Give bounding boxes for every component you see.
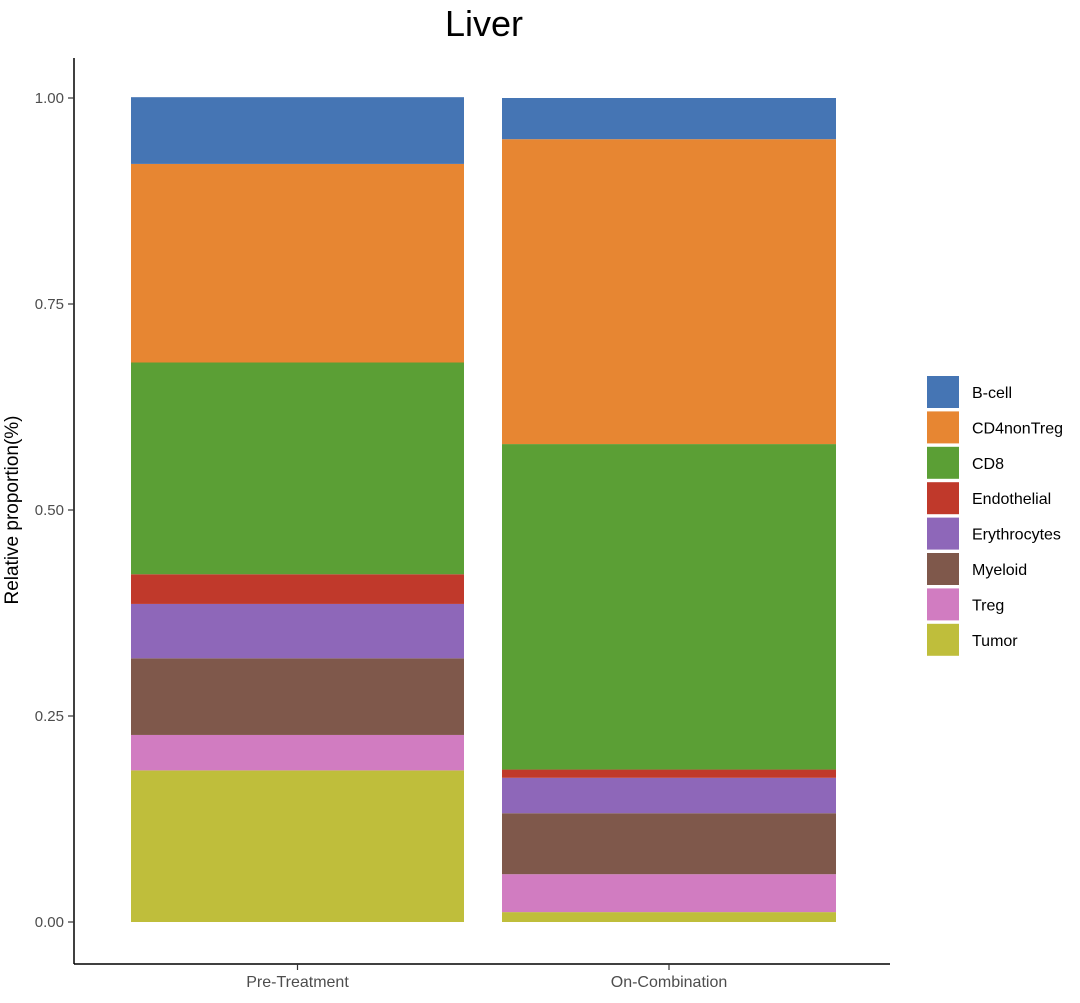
y-axis: 0.00 0.25 0.50 0.75 1.00 <box>35 58 75 964</box>
x-tick-label-on-combination: On-Combination <box>611 974 728 991</box>
y-tick-label: 0.75 <box>35 296 64 313</box>
bar-segment-pre-treatment-myeloid <box>131 658 464 735</box>
bar-segment-on-combination-b-cell <box>502 98 836 140</box>
y-tick-label: 0.25 <box>35 708 64 725</box>
bar-segment-on-combination-tumor <box>502 912 836 922</box>
chart-title: Liver <box>445 3 523 44</box>
y-tick-label: 1.00 <box>35 90 64 107</box>
x-axis: Pre-Treatment On-Combination <box>74 963 890 991</box>
legend-label-b-cell: B-cell <box>972 385 1012 402</box>
legend-label-treg: Treg <box>972 597 1004 614</box>
legend-key-erythrocytes <box>927 517 959 550</box>
bar-segment-pre-treatment-tumor <box>131 770 464 922</box>
bar-segment-pre-treatment-treg <box>131 734 464 771</box>
bar-segment-pre-treatment-cd4nontreg <box>131 163 464 363</box>
bar-segment-on-combination-cd4nontreg <box>502 139 836 445</box>
x-tick-label-pre-treatment: Pre-Treatment <box>246 974 349 991</box>
bar-segment-pre-treatment-erythrocytes <box>131 603 464 659</box>
legend-label-cd8: CD8 <box>972 456 1004 473</box>
legend-label-tumor: Tumor <box>972 633 1018 650</box>
legend-key-cd4nontreg <box>927 411 959 444</box>
y-tick-label: 0.00 <box>35 914 64 931</box>
bar-segment-on-combination-myeloid <box>502 813 836 875</box>
legend-label-erythrocytes: Erythrocytes <box>972 527 1061 544</box>
bar-segment-pre-treatment-cd8 <box>131 362 464 575</box>
bar-segment-pre-treatment-b-cell <box>131 97 464 164</box>
legend-label-cd4nontreg: CD4nonTreg <box>972 420 1063 437</box>
bar-segment-on-combination-endothelial <box>502 769 836 778</box>
y-tick-label: 0.50 <box>35 502 64 519</box>
bars-group <box>131 97 836 922</box>
legend-key-treg <box>927 588 959 621</box>
bar-segment-on-combination-erythrocytes <box>502 777 836 814</box>
bar-segment-on-combination-treg <box>502 874 836 913</box>
legend-key-tumor <box>927 623 959 656</box>
legend: B-cell CD4nonTreg CD8 Endothelial Erythrocyt… <box>927 376 1063 656</box>
legend-label-myeloid: Myeloid <box>972 562 1027 579</box>
legend-key-cd8 <box>927 446 959 479</box>
bar-segment-on-combination-cd8 <box>502 444 836 770</box>
y-axis-title: Relative proportion(%) <box>2 415 23 604</box>
legend-key-endothelial <box>927 482 959 515</box>
legend-label-endothelial: Endothelial <box>972 491 1051 508</box>
legend-key-myeloid <box>927 553 959 585</box>
bar-segment-pre-treatment-endothelial <box>131 574 464 604</box>
legend-key-b-cell <box>927 376 959 408</box>
